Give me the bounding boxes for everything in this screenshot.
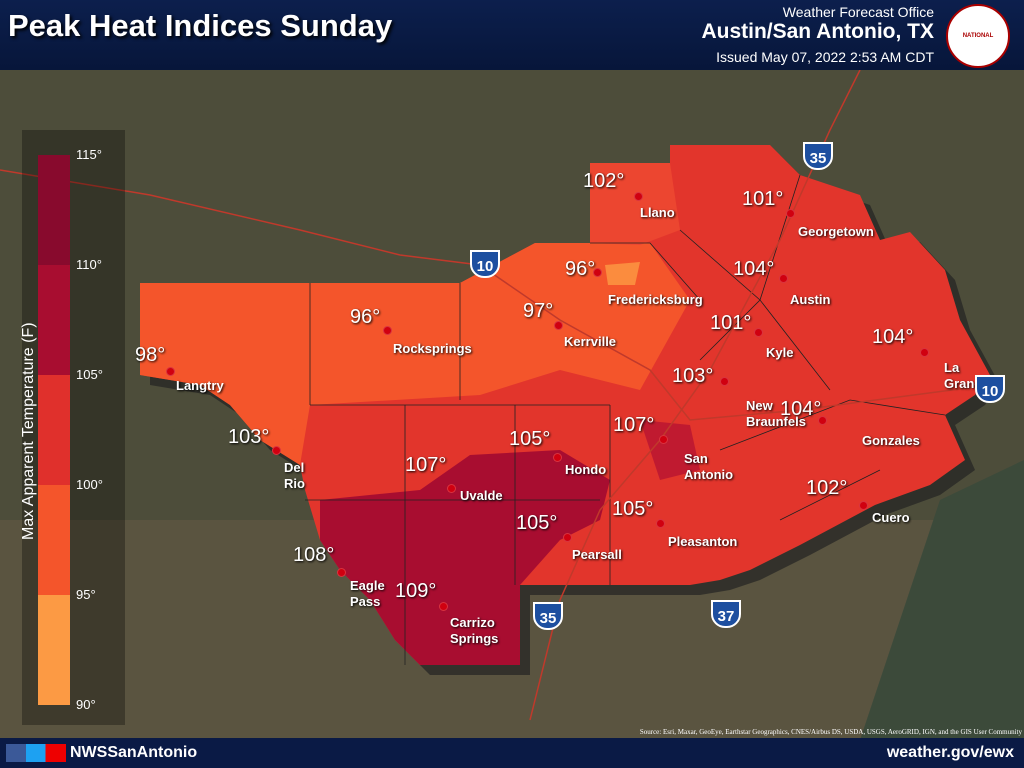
- zone-100-north: [590, 163, 680, 245]
- city-name: Cuero: [872, 510, 910, 525]
- city-dot: [439, 602, 448, 611]
- legend-title: Max Apparent Temperature (F): [20, 322, 37, 540]
- city-dot: [166, 367, 175, 376]
- heat-label: 109°: [395, 580, 437, 602]
- city-name: New Braunfels: [746, 398, 806, 429]
- city-name: Carrizo Springs: [450, 615, 499, 646]
- city-dot: [920, 348, 929, 357]
- shield: 35: [803, 142, 833, 170]
- city-dot: [634, 192, 643, 201]
- heat-label: 98°: [135, 344, 166, 366]
- legend-tick: 95°: [76, 587, 96, 602]
- city-name: Hondo: [565, 462, 607, 477]
- social-icons: [6, 744, 66, 762]
- heat-label: 105°: [516, 512, 558, 534]
- city-name: Llano: [640, 205, 675, 220]
- heat-label: 101°: [710, 312, 752, 334]
- shield: 10: [470, 250, 500, 278]
- city-dot: [779, 274, 788, 283]
- city-dot: [554, 321, 563, 330]
- county-lines: [305, 174, 946, 665]
- city-name: Fredericksburg: [608, 292, 703, 307]
- city-name: Austin: [790, 292, 831, 307]
- city-dot: [272, 446, 281, 455]
- heat-label: 104°: [733, 258, 775, 280]
- heat-label: 97°: [523, 300, 554, 322]
- zone-95-100: [140, 243, 690, 465]
- heat-label: 96°: [565, 258, 596, 280]
- city-dot: [553, 453, 562, 462]
- legend-swatch: [38, 155, 70, 265]
- city-dot: [563, 533, 572, 542]
- issued: Issued May 07, 2022 2:53 AM CDT: [716, 49, 934, 65]
- header: [0, 0, 1024, 70]
- city-name: Uvalde: [460, 488, 503, 503]
- zone-90-95: [605, 262, 640, 285]
- city-name: Pearsall: [572, 547, 622, 562]
- city-name: Pleasanton: [668, 534, 738, 549]
- heat-label: 103°: [228, 426, 270, 448]
- city-name: Rocksprings: [393, 341, 472, 356]
- footer-bar: [0, 738, 1024, 768]
- city-name: Kerrville: [564, 334, 617, 349]
- city-name: San Antonio: [684, 451, 734, 482]
- legend-tick: 90°: [76, 697, 96, 712]
- city-name: Georgetown: [798, 224, 874, 239]
- location: Austin/San Antonio, TX: [701, 20, 934, 43]
- heat-label: 105°: [509, 428, 551, 450]
- legend-tick: 110°: [76, 257, 102, 272]
- city-dot: [786, 209, 795, 218]
- heat-label: 108°: [293, 544, 335, 566]
- nws-logo: NATIONAL WEATHER SERVICE: [946, 4, 1010, 68]
- title: Peak Heat Indices Sunday: [8, 8, 393, 43]
- heat-label: 107°: [405, 454, 447, 476]
- heat-label: 101°: [742, 188, 784, 210]
- legend-tick: 100°: [76, 477, 103, 492]
- city-dot: [656, 519, 665, 528]
- zone-105-110: [320, 450, 610, 665]
- heat-label: 102°: [583, 170, 625, 192]
- heat-label: 105°: [612, 498, 654, 520]
- heat-label: 96°: [350, 306, 381, 328]
- legend-swatch: [38, 595, 70, 705]
- heat-label: 107°: [613, 414, 655, 436]
- city-name: Del Rio: [284, 460, 305, 491]
- heat-label: 104°: [872, 326, 914, 348]
- city-name: Gonzales: [862, 433, 920, 448]
- city-dot: [447, 484, 456, 493]
- city-dot: [383, 326, 392, 335]
- city-dot: [337, 568, 346, 577]
- city-name: Eagle Pass: [350, 578, 385, 609]
- shield: 35: [533, 602, 563, 630]
- city-dot: [659, 435, 668, 444]
- city-name: Kyle: [766, 345, 794, 360]
- legend-swatch: [38, 375, 70, 485]
- social: NWSSanAntonio: [70, 744, 198, 761]
- heat-label: 102°: [806, 477, 848, 499]
- legend-tick: 115°: [76, 147, 102, 162]
- legend-swatch: [38, 485, 70, 595]
- legend-swatch: [38, 265, 70, 375]
- url: weather.gov/ewx: [886, 744, 1014, 761]
- coast: [860, 460, 1024, 740]
- source: Source: Esri, Maxar, GeoEye, Earthstar G…: [639, 728, 1022, 736]
- city-dot: [593, 268, 602, 277]
- city-dot: [720, 377, 729, 386]
- city-dot: [818, 416, 827, 425]
- city-name: Langtry: [176, 378, 224, 393]
- legend-tick: 105°: [76, 367, 103, 382]
- zone-san-antonio: [640, 420, 700, 480]
- shield: 10: [975, 375, 1005, 403]
- office: Weather Forecast Office: [782, 4, 934, 20]
- city-dot: [859, 501, 868, 510]
- city-dot: [754, 328, 763, 337]
- shield: 37: [711, 600, 741, 628]
- heat-label: 104°: [780, 398, 822, 420]
- heat-label: 103°: [672, 365, 714, 387]
